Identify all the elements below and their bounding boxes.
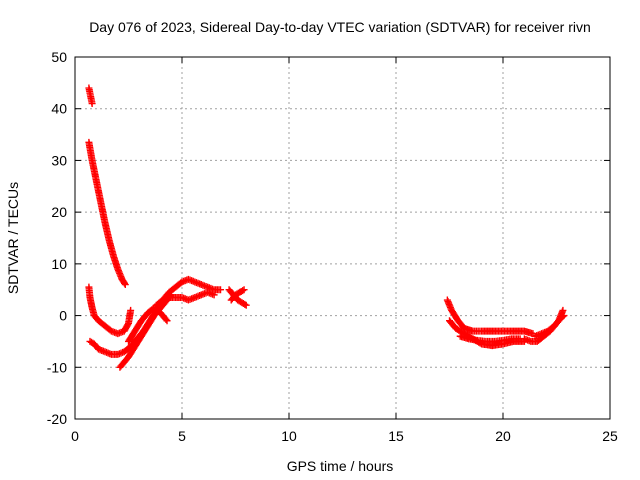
axis-ticks: 0 5 10 15 20 25 -20 -10 0 10 20 30 40 50 [47,49,618,444]
x-axis-label: GPS time / hours [287,458,394,474]
series-sat-k [443,296,537,338]
series-sat-o [531,306,567,340]
data-point [162,315,170,323]
data-point [217,286,225,294]
data-point [88,100,96,108]
data-point [163,317,171,325]
grid-lines [75,57,610,419]
y-axis-label: SDTVAR / TECUs [5,182,21,294]
series-sat-j [227,286,248,304]
y-tick-label: -10 [47,359,67,375]
x-tick-label: 0 [71,428,79,444]
data-marks [85,84,568,371]
data-point [121,281,129,289]
series-sat-g [139,275,225,335]
y-tick-label: 10 [51,256,67,272]
series-sat-c [85,283,135,338]
data-point [242,301,250,309]
data-point [241,300,249,308]
x-tick-label: 25 [602,428,618,444]
y-tick-label: 20 [51,204,67,220]
data-point [127,306,135,314]
y-tick-label: 40 [51,101,67,117]
y-tick-label: 0 [59,308,67,324]
data-point [240,286,248,294]
chart-title: Day 076 of 2023, Sidereal Day-to-day VTE… [89,19,591,35]
x-tick-label: 5 [178,428,186,444]
series-sat-m [456,332,524,345]
y-tick-label: -20 [47,411,67,427]
data-point [210,291,218,299]
y-tick-label: 30 [51,152,67,168]
data-point [120,279,128,287]
series-sat-a [85,84,96,108]
series-sat-b [85,138,129,289]
series-sat-h [152,288,218,309]
plot-frame [74,56,611,420]
x-tick-label: 10 [281,428,297,444]
x-tick-label: 20 [495,428,511,444]
y-tick-label: 50 [51,49,67,65]
x-tick-label: 15 [388,428,404,444]
data-point [239,287,247,295]
data-point [559,306,567,314]
